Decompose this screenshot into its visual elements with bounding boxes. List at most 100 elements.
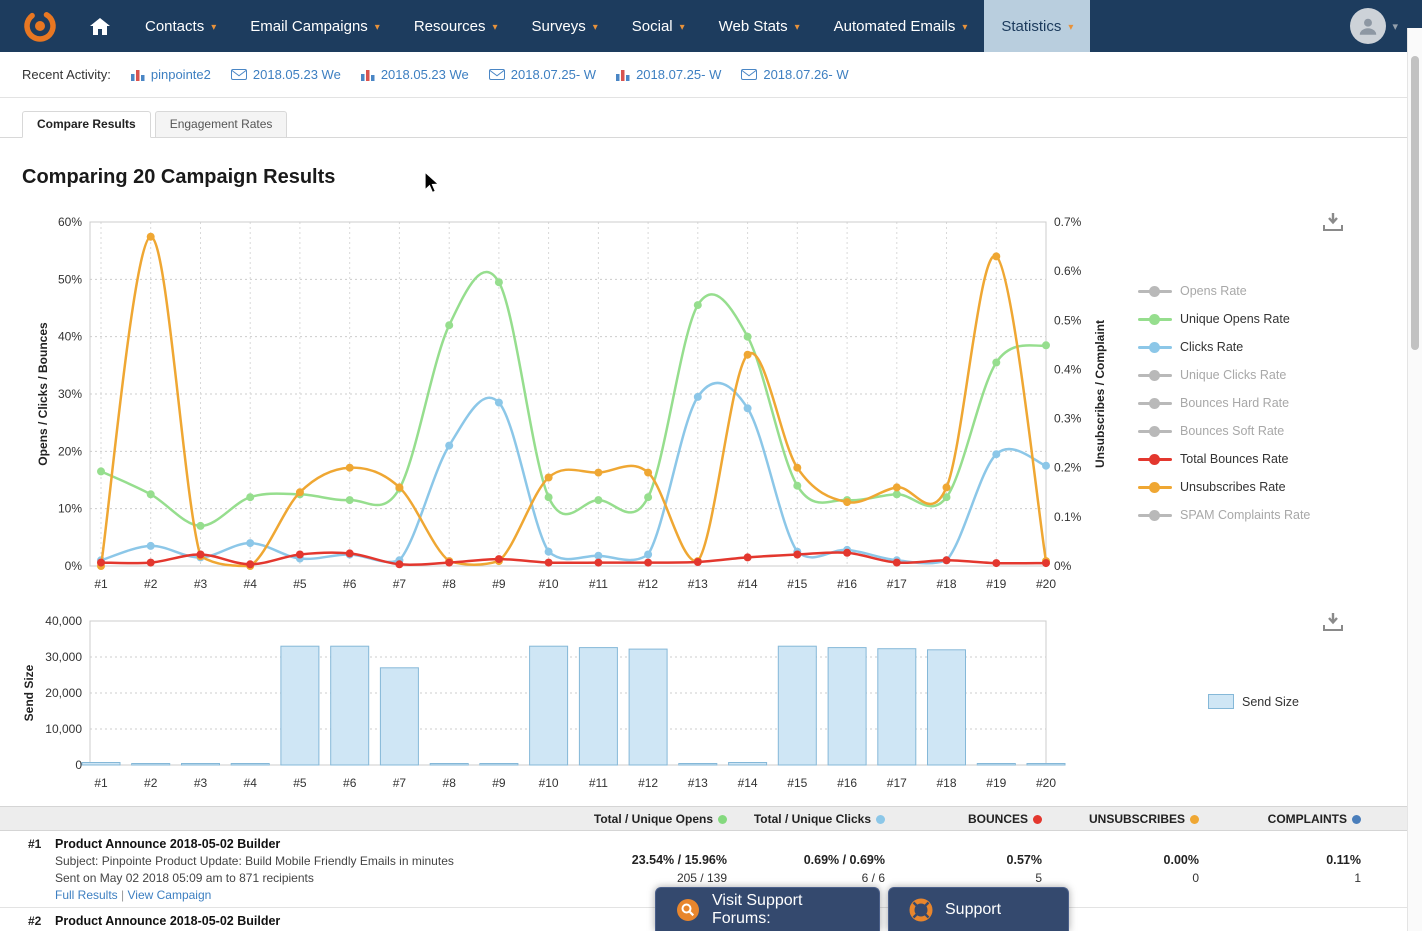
nav-item-contacts[interactable]: Contacts▾ bbox=[128, 0, 233, 52]
support-life-ring-icon bbox=[909, 898, 933, 922]
chevron-down-icon: ▾ bbox=[493, 22, 498, 33]
nav-item-label: Resources bbox=[414, 18, 486, 35]
series-dot-icon bbox=[1190, 815, 1199, 824]
view-campaign-link[interactable]: View Campaign bbox=[127, 888, 211, 902]
recent-activity-link[interactable]: 2018.05.23 We bbox=[381, 67, 469, 82]
svg-text:0.2%: 0.2% bbox=[1054, 461, 1082, 475]
nav-item-social[interactable]: Social▾ bbox=[615, 0, 702, 52]
forums-button-label: Visit Support Forums: bbox=[712, 892, 859, 928]
chevron-down-icon: ▾ bbox=[795, 22, 800, 33]
legend-item-spam-complaints-rate[interactable]: SPAM Complaints Rate bbox=[1138, 501, 1310, 529]
envelope-icon bbox=[489, 69, 505, 80]
nav-item-web-stats[interactable]: Web Stats▾ bbox=[702, 0, 817, 52]
forums-search-icon bbox=[676, 898, 700, 922]
svg-text:#11: #11 bbox=[589, 776, 608, 790]
legend-marker-icon bbox=[1138, 426, 1172, 437]
recent-activity-link[interactable]: 2018.05.23 We bbox=[253, 67, 341, 82]
nav-item-label: Automated Emails bbox=[834, 18, 956, 35]
recent-activity-link[interactable]: 2018.07.25- W bbox=[636, 67, 721, 82]
svg-text:0: 0 bbox=[75, 758, 82, 772]
stat-total-unique-clicks: 0.69% / 0.69%6 / 6 bbox=[804, 853, 885, 886]
legend-item-unique-clicks-rate[interactable]: Unique Clicks Rate bbox=[1138, 361, 1310, 389]
nav-item-automated-emails[interactable]: Automated Emails▾ bbox=[817, 0, 985, 52]
stat-unsubscribes: 0.00%0 bbox=[1164, 853, 1199, 886]
download-line-chart-button[interactable] bbox=[1322, 212, 1346, 232]
legend-label: Unique Clicks Rate bbox=[1180, 368, 1286, 382]
svg-text:#12: #12 bbox=[638, 577, 658, 591]
recent-activity-item: 2018.07.26- W bbox=[741, 67, 848, 82]
legend-label: Opens Rate bbox=[1180, 284, 1247, 298]
svg-text:#19: #19 bbox=[986, 776, 1006, 790]
full-results-link[interactable]: Full Results bbox=[55, 888, 118, 902]
tab-compare-results[interactable]: Compare Results bbox=[22, 111, 151, 138]
legend-item-bounces-hard-rate[interactable]: Bounces Hard Rate bbox=[1138, 389, 1310, 417]
svg-text:#16: #16 bbox=[837, 776, 857, 790]
nav-item-email-campaigns[interactable]: Email Campaigns ▾ bbox=[233, 0, 397, 52]
svg-text:#16: #16 bbox=[837, 577, 857, 591]
chevron-down-icon: ▾ bbox=[1068, 22, 1073, 33]
mouse-cursor bbox=[424, 171, 442, 195]
nav-item-surveys[interactable]: Surveys▾ bbox=[515, 0, 615, 52]
svg-text:0.3%: 0.3% bbox=[1054, 412, 1082, 426]
pinpointe-logo[interactable] bbox=[22, 8, 58, 44]
support-button[interactable]: Support bbox=[888, 887, 1069, 931]
bar-chart-icon bbox=[361, 69, 375, 81]
line-chart-legend: Opens Rate Unique Opens Rate Clicks Rate Un… bbox=[1138, 277, 1310, 529]
nav-item-resources[interactable]: Resources ▾ bbox=[397, 0, 515, 52]
campaign-number: #1 bbox=[28, 836, 41, 853]
stat-complaints: 0.11%1 bbox=[1326, 853, 1361, 886]
svg-text:#4: #4 bbox=[244, 776, 258, 790]
nav-item-label: Email Campaigns bbox=[250, 18, 368, 35]
campaign-sent-info: Sent on May 02 2018 05:09 am to 871 reci… bbox=[55, 870, 1422, 887]
visit-support-forums-button[interactable]: Visit Support Forums: bbox=[655, 887, 880, 931]
recent-activity-item: 2018.05.23 We bbox=[361, 67, 469, 82]
home-button[interactable] bbox=[78, 0, 122, 52]
legend-marker-icon bbox=[1138, 398, 1172, 409]
svg-text:#19: #19 bbox=[986, 577, 1006, 591]
recent-activity-label: Recent Activity: bbox=[22, 67, 111, 82]
svg-text:#10: #10 bbox=[539, 776, 559, 790]
bar-chart-icon bbox=[616, 69, 630, 81]
series-clicks-rate bbox=[97, 383, 1050, 564]
legend-item-unsubscribes-rate[interactable]: Unsubscribes Rate bbox=[1138, 473, 1310, 501]
svg-text:#20: #20 bbox=[1036, 776, 1056, 790]
user-menu[interactable]: ▾ bbox=[1350, 8, 1398, 44]
recent-activity-link[interactable]: pinpointe2 bbox=[151, 67, 211, 82]
campaign-subject: Subject: Pinpointe Product Update: Build… bbox=[55, 853, 1422, 870]
legend-item-bounces-soft-rate[interactable]: Bounces Soft Rate bbox=[1138, 417, 1310, 445]
svg-text:#6: #6 bbox=[343, 577, 357, 591]
legend-item-total-bounces-rate[interactable]: Total Bounces Rate bbox=[1138, 445, 1310, 473]
recent-activity-link[interactable]: 2018.07.25- W bbox=[511, 67, 596, 82]
nav-item-statistics[interactable]: Statistics ▾ bbox=[984, 0, 1090, 52]
scrollbar-thumb[interactable] bbox=[1411, 56, 1419, 350]
svg-text:0.7%: 0.7% bbox=[1054, 215, 1082, 229]
chevron-down-icon: ▾ bbox=[375, 22, 380, 33]
recent-activity-item: pinpointe2 bbox=[131, 67, 211, 82]
recent-activity-link[interactable]: 2018.07.26- W bbox=[763, 67, 848, 82]
legend-label: Clicks Rate bbox=[1180, 340, 1243, 354]
svg-text:0.5%: 0.5% bbox=[1054, 313, 1082, 327]
legend-item-clicks-rate[interactable]: Clicks Rate bbox=[1138, 333, 1310, 361]
svg-text:#18: #18 bbox=[936, 577, 956, 591]
svg-text:0%: 0% bbox=[1054, 559, 1072, 573]
column-header-label: UNSUBSCRIBES bbox=[1089, 812, 1185, 826]
legend-item-unique-opens-rate[interactable]: Unique Opens Rate bbox=[1138, 305, 1310, 333]
download-bar-chart-button[interactable] bbox=[1322, 612, 1346, 632]
svg-text:50%: 50% bbox=[58, 272, 82, 286]
send-size-bar bbox=[729, 763, 767, 766]
vertical-scrollbar[interactable] bbox=[1407, 28, 1422, 931]
stat-bounces: 0.57%5 bbox=[1007, 853, 1042, 886]
svg-text:40,000: 40,000 bbox=[45, 614, 82, 628]
svg-text:#9: #9 bbox=[492, 577, 506, 591]
send-size-bar bbox=[828, 648, 866, 765]
send-size-bar bbox=[928, 650, 966, 765]
nav-item-label: Statistics bbox=[1001, 18, 1061, 35]
tab-engagement-rates[interactable]: Engagement Rates bbox=[155, 111, 288, 138]
nav-item-label: Contacts bbox=[145, 18, 204, 35]
send-size-bar bbox=[579, 648, 617, 765]
send-size-bar bbox=[281, 646, 319, 765]
svg-text:0.6%: 0.6% bbox=[1054, 264, 1082, 278]
legend-label: SPAM Complaints Rate bbox=[1180, 508, 1310, 522]
series-dot-icon bbox=[1352, 815, 1361, 824]
legend-item-opens-rate[interactable]: Opens Rate bbox=[1138, 277, 1310, 305]
